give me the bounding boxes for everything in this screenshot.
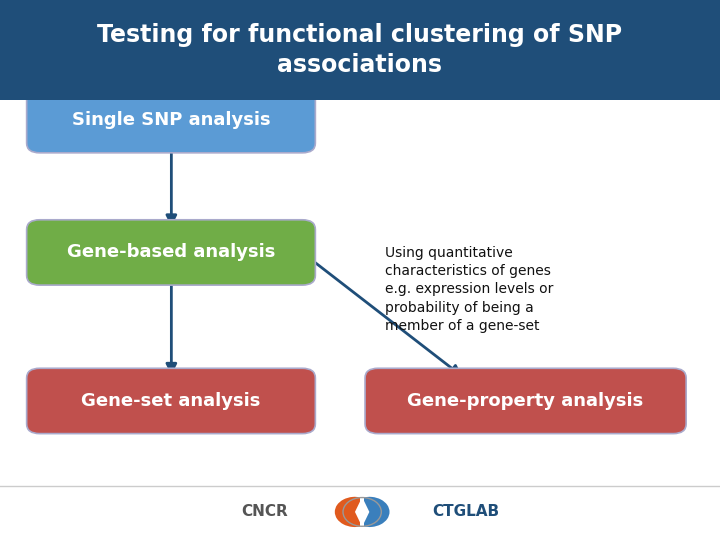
FancyBboxPatch shape: [360, 497, 364, 527]
Text: Single SNP analysis: Single SNP analysis: [72, 111, 270, 129]
FancyBboxPatch shape: [27, 368, 315, 434]
Text: CNCR: CNCR: [241, 504, 288, 519]
Text: Using quantitative
characteristics of genes
e.g. expression levels or
probabilit: Using quantitative characteristics of ge…: [385, 246, 554, 333]
FancyBboxPatch shape: [365, 368, 686, 434]
FancyBboxPatch shape: [27, 220, 315, 285]
Wedge shape: [362, 497, 390, 527]
Text: Testing for functional clustering of SNP
associations: Testing for functional clustering of SNP…: [97, 23, 623, 77]
Text: Gene-based analysis: Gene-based analysis: [67, 244, 275, 261]
Text: CTGLAB: CTGLAB: [432, 504, 499, 519]
FancyBboxPatch shape: [0, 0, 720, 100]
FancyBboxPatch shape: [27, 87, 315, 153]
Text: Gene-property analysis: Gene-property analysis: [408, 392, 644, 410]
Text: Gene-set analysis: Gene-set analysis: [81, 392, 261, 410]
Wedge shape: [335, 497, 362, 527]
